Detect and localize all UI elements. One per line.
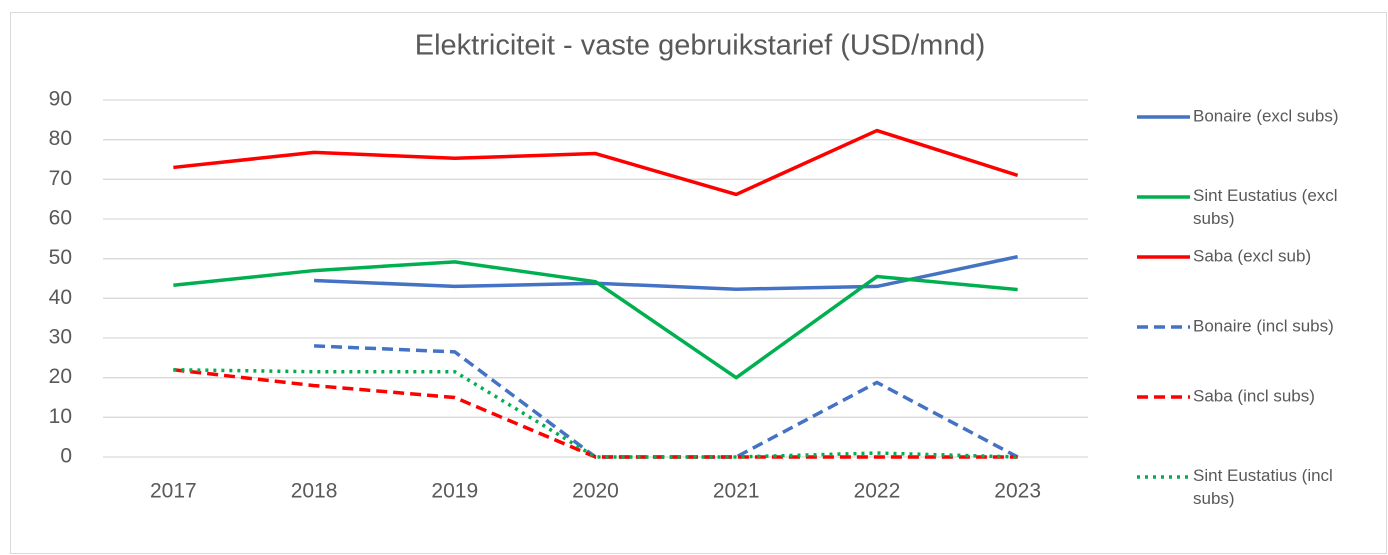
series-line <box>173 367 1018 459</box>
x-tick-label: 2023 <box>994 480 1041 503</box>
legend-label: Bonaire (incl subs) <box>1193 316 1334 335</box>
y-tick-label: 0 <box>60 445 72 468</box>
legend-label: Saba (incl subs) <box>1193 386 1315 405</box>
chart-title: Elektriciteit - vaste gebruikstarief (US… <box>415 30 986 62</box>
legend-label: Sint Eustatius (incl subs) <box>1193 466 1333 508</box>
series-line <box>313 254 1019 291</box>
y-tick-label: 20 <box>49 365 72 388</box>
x-tick-label: 2019 <box>431 480 478 503</box>
y-tick-label: 80 <box>49 127 72 150</box>
y-tick-label: 40 <box>49 286 72 309</box>
y-tick-label: 60 <box>49 207 72 230</box>
y-tick-label: 10 <box>49 405 72 428</box>
x-tick-label: 2018 <box>291 480 338 503</box>
y-tick-label: 30 <box>49 326 72 349</box>
x-tick-label: 2021 <box>713 480 760 503</box>
chart-frame <box>10 12 1387 554</box>
y-tick-label: 90 <box>49 88 72 111</box>
x-tick-label: 2020 <box>572 480 619 503</box>
legend-label: Sint Eustatius (excl subs) <box>1193 186 1338 228</box>
series-line <box>173 260 1018 380</box>
legend-label: Saba (excl sub) <box>1193 246 1311 265</box>
x-tick-label: 2017 <box>150 480 197 503</box>
x-tick-label: 2022 <box>854 480 901 503</box>
y-tick-label: 50 <box>49 246 72 269</box>
series-line <box>173 128 1019 197</box>
legend-label: Bonaire (excl subs) <box>1193 106 1339 125</box>
y-tick-label: 70 <box>49 167 72 190</box>
